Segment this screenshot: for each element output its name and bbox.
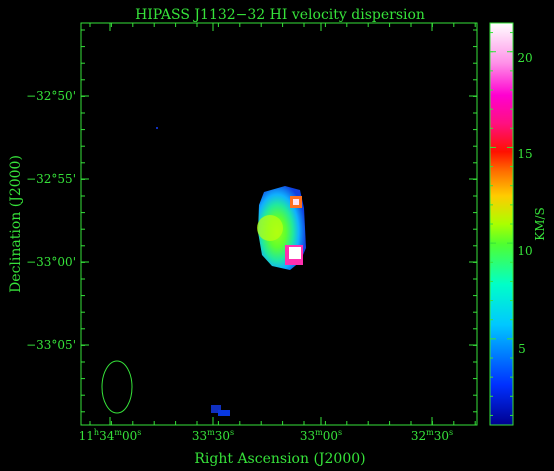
x-tick-label: 33m00s [300, 428, 342, 443]
axis-ticks [81, 23, 477, 425]
galaxy-emission [156, 127, 306, 416]
colorbar-tick-label: 10 [517, 244, 532, 258]
x-axis-label: Right Ascension (J2000) [194, 451, 365, 467]
beam-ellipse [101, 360, 133, 414]
colorbar [489, 22, 514, 426]
x-tick-label: 33m30s [192, 428, 234, 443]
x-tick-label: 11h34m00s [79, 428, 142, 443]
x-tick-label: 32m30s [411, 428, 453, 443]
y-axis-label: Declination (J2000) [8, 155, 24, 293]
plot-title: HIPASS J1132−32 HI velocity dispersion [135, 7, 425, 23]
colorbar-ticks [490, 32, 513, 416]
y-tick-label: −32°55' [26, 172, 76, 186]
colorbar-tick-label: 5 [518, 342, 526, 356]
y-tick-label: −33°05' [26, 338, 76, 352]
y-tick-label: −32°50' [26, 89, 76, 103]
colorbar-label: KM/S [533, 207, 547, 241]
colorbar-tick-label: 15 [517, 147, 532, 161]
colorbar-tick-label: 20 [517, 51, 532, 65]
y-tick-label: −33°00' [26, 255, 76, 269]
